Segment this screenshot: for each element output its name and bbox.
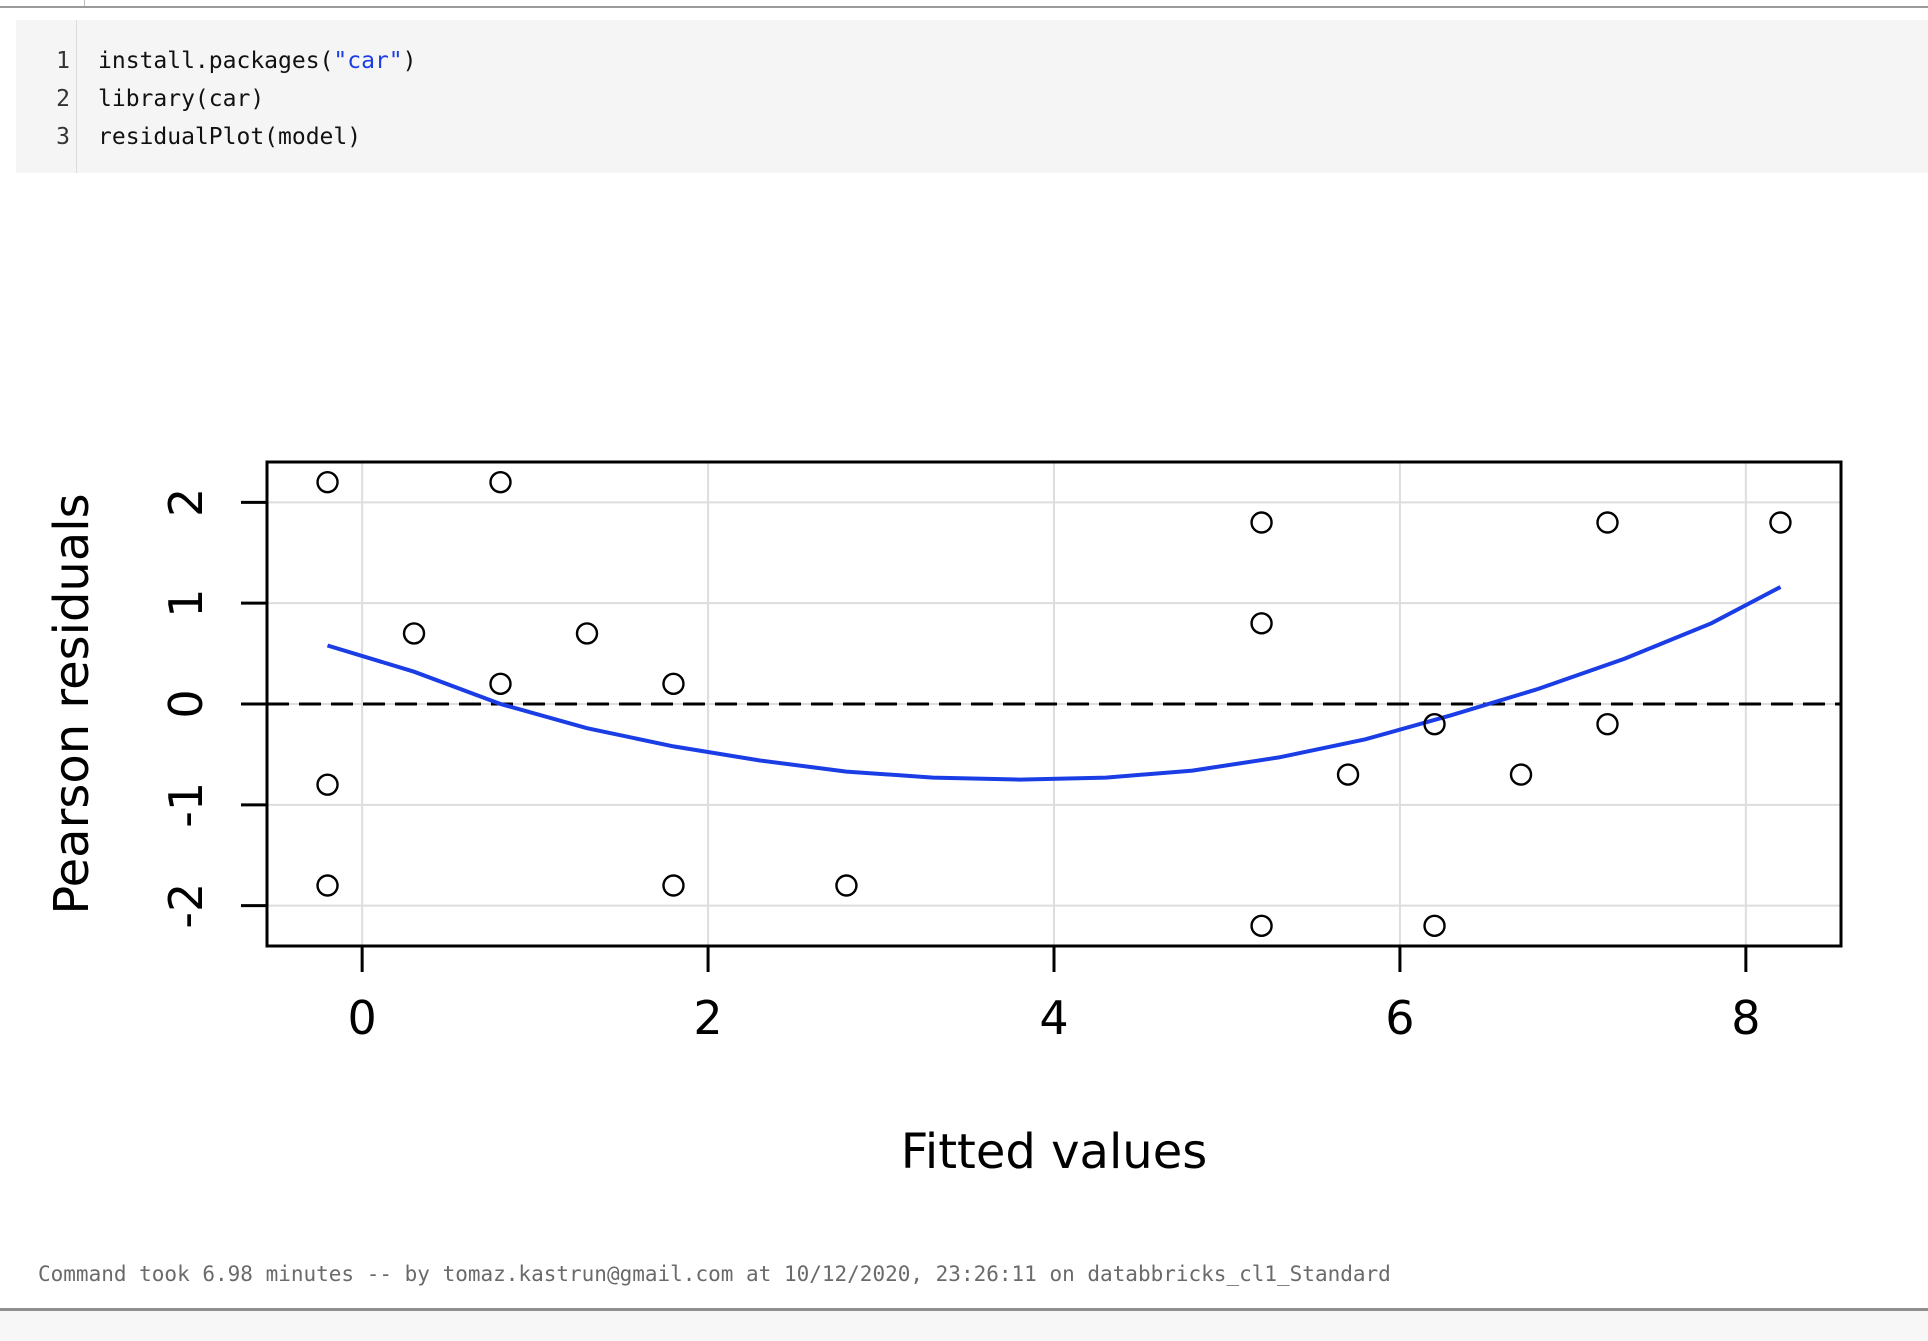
y-tick-label: 0 [159,689,213,718]
code-string: "car" [333,48,403,74]
y-tick-label: -2 [159,883,213,929]
residual-plot-svg: 0 2 4 6 8 -2 -1 0 1 2 Fitted values Pearson resid… [44,460,1843,1180]
y-tick-label: 1 [159,589,213,618]
command-status: Command took 6.98 minutes -- by tomaz.ka… [38,1262,1391,1286]
cell-top-stub [84,0,85,6]
code-text: library(car) [98,86,265,112]
data-point [489,470,512,494]
data-point [1250,612,1273,635]
data-point [662,672,685,696]
cell-top-border [0,6,1928,8]
y-tick-label: 2 [159,488,213,517]
x-tick-label: 6 [1385,991,1414,1045]
data-point [1336,763,1360,786]
code-text: residualPlot(model) [98,124,362,150]
cell-bottom-border [0,1308,1928,1341]
data-point [316,470,339,494]
data-point [1596,712,1619,736]
data-point [316,874,339,897]
data-point [316,773,339,796]
x-axis-label: Fitted values [901,1124,1207,1180]
data-point [489,672,512,696]
y-tick-label: -1 [159,782,213,828]
data-point [1423,914,1446,938]
data-point [1769,511,1792,534]
x-tick-label: 2 [693,991,722,1045]
data-point [1596,511,1619,534]
residual-plot: 0 2 4 6 8 -2 -1 0 1 2 Fitted values Pearson resid… [0,420,1928,1180]
x-tick-label: 0 [347,991,376,1045]
data-point [835,874,858,897]
smoother-curve [326,585,1782,782]
grid-layer [267,462,1841,946]
x-tick-label: 8 [1731,991,1760,1045]
ticks-layer: 0 2 4 6 8 -2 -1 0 1 2 [159,488,1761,1045]
line-number: 2 [56,86,70,112]
data-point [662,874,685,897]
line-number: 3 [56,124,70,150]
data-point [402,622,426,645]
data-point [1423,712,1446,736]
code-line[interactable]: install.packages("car") [98,48,417,74]
code-line[interactable]: library(car) [98,86,264,112]
data-point [1250,914,1273,938]
points-layer [316,470,1792,938]
data-point [575,622,599,645]
line-number: 1 [56,48,70,74]
data-point [1509,763,1533,786]
y-axis-label: Pearson residuals [44,493,100,914]
code-text: install.packages( [98,48,334,74]
code-text: ) [402,48,417,74]
data-point [1250,511,1273,534]
code-cell[interactable]: 1 2 3 install.packages("car") library(ca… [16,20,1928,173]
code-line[interactable]: residualPlot(model) [98,124,361,150]
x-tick-label: 4 [1039,991,1068,1045]
line-number-gutter: 1 2 3 [16,20,77,173]
